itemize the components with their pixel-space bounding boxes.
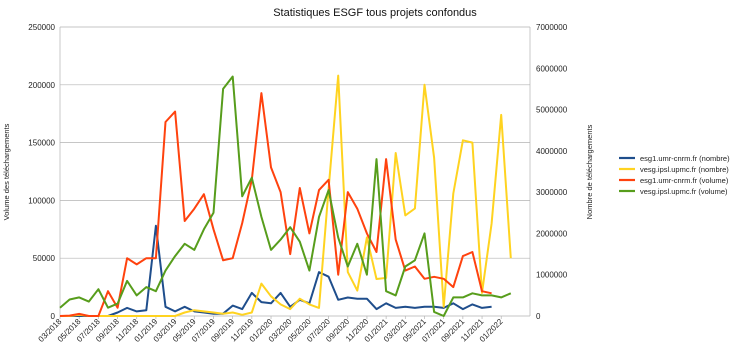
y2-tick-label: 1000000 <box>536 271 568 280</box>
y2-tick-label: 7000000 <box>536 23 568 32</box>
y2-tick-label: 5000000 <box>536 106 568 115</box>
y-tick-label: 0 <box>51 312 56 321</box>
y2-tick-label: 0 <box>536 312 541 321</box>
y2-tick-label: 4000000 <box>536 147 568 156</box>
series-line <box>59 75 512 317</box>
y-tick-label: 200000 <box>28 81 55 90</box>
series-line <box>60 224 492 317</box>
legend-label: vesg.ipsl.upmc.fr (nombre) <box>640 165 729 174</box>
y2-tick-label: 3000000 <box>536 188 568 197</box>
gridlines <box>60 26 530 317</box>
y2-tick-label: 6000000 <box>536 64 568 73</box>
y-tick-label: 100000 <box>28 196 55 205</box>
series-line <box>60 74 512 317</box>
legend-label: esg1.umr-cnrm.fr (volume) <box>640 176 729 185</box>
legend-label: vesg.ipsl.upmc.fr (volume) <box>640 187 728 196</box>
legend-label: esg1.umr-cnrm.fr (nombre) <box>640 154 730 163</box>
series-line <box>59 92 492 317</box>
y-tick-label: 150000 <box>28 139 55 148</box>
series-lines <box>59 74 512 317</box>
legend: esg1.umr-cnrm.fr (nombre) vesg.ipsl.upmc.… <box>619 154 730 196</box>
y2-axis-label: Nombre de téléchargements <box>585 124 594 219</box>
y-axis-label: Volume des téléchargements <box>2 123 11 220</box>
y-tick-label: 250000 <box>28 23 55 32</box>
y2-tick-label: 2000000 <box>536 229 568 238</box>
y-tick-label: 50000 <box>33 254 56 263</box>
chart-title: Statistiques ESGF tous projets confondus <box>273 7 477 19</box>
